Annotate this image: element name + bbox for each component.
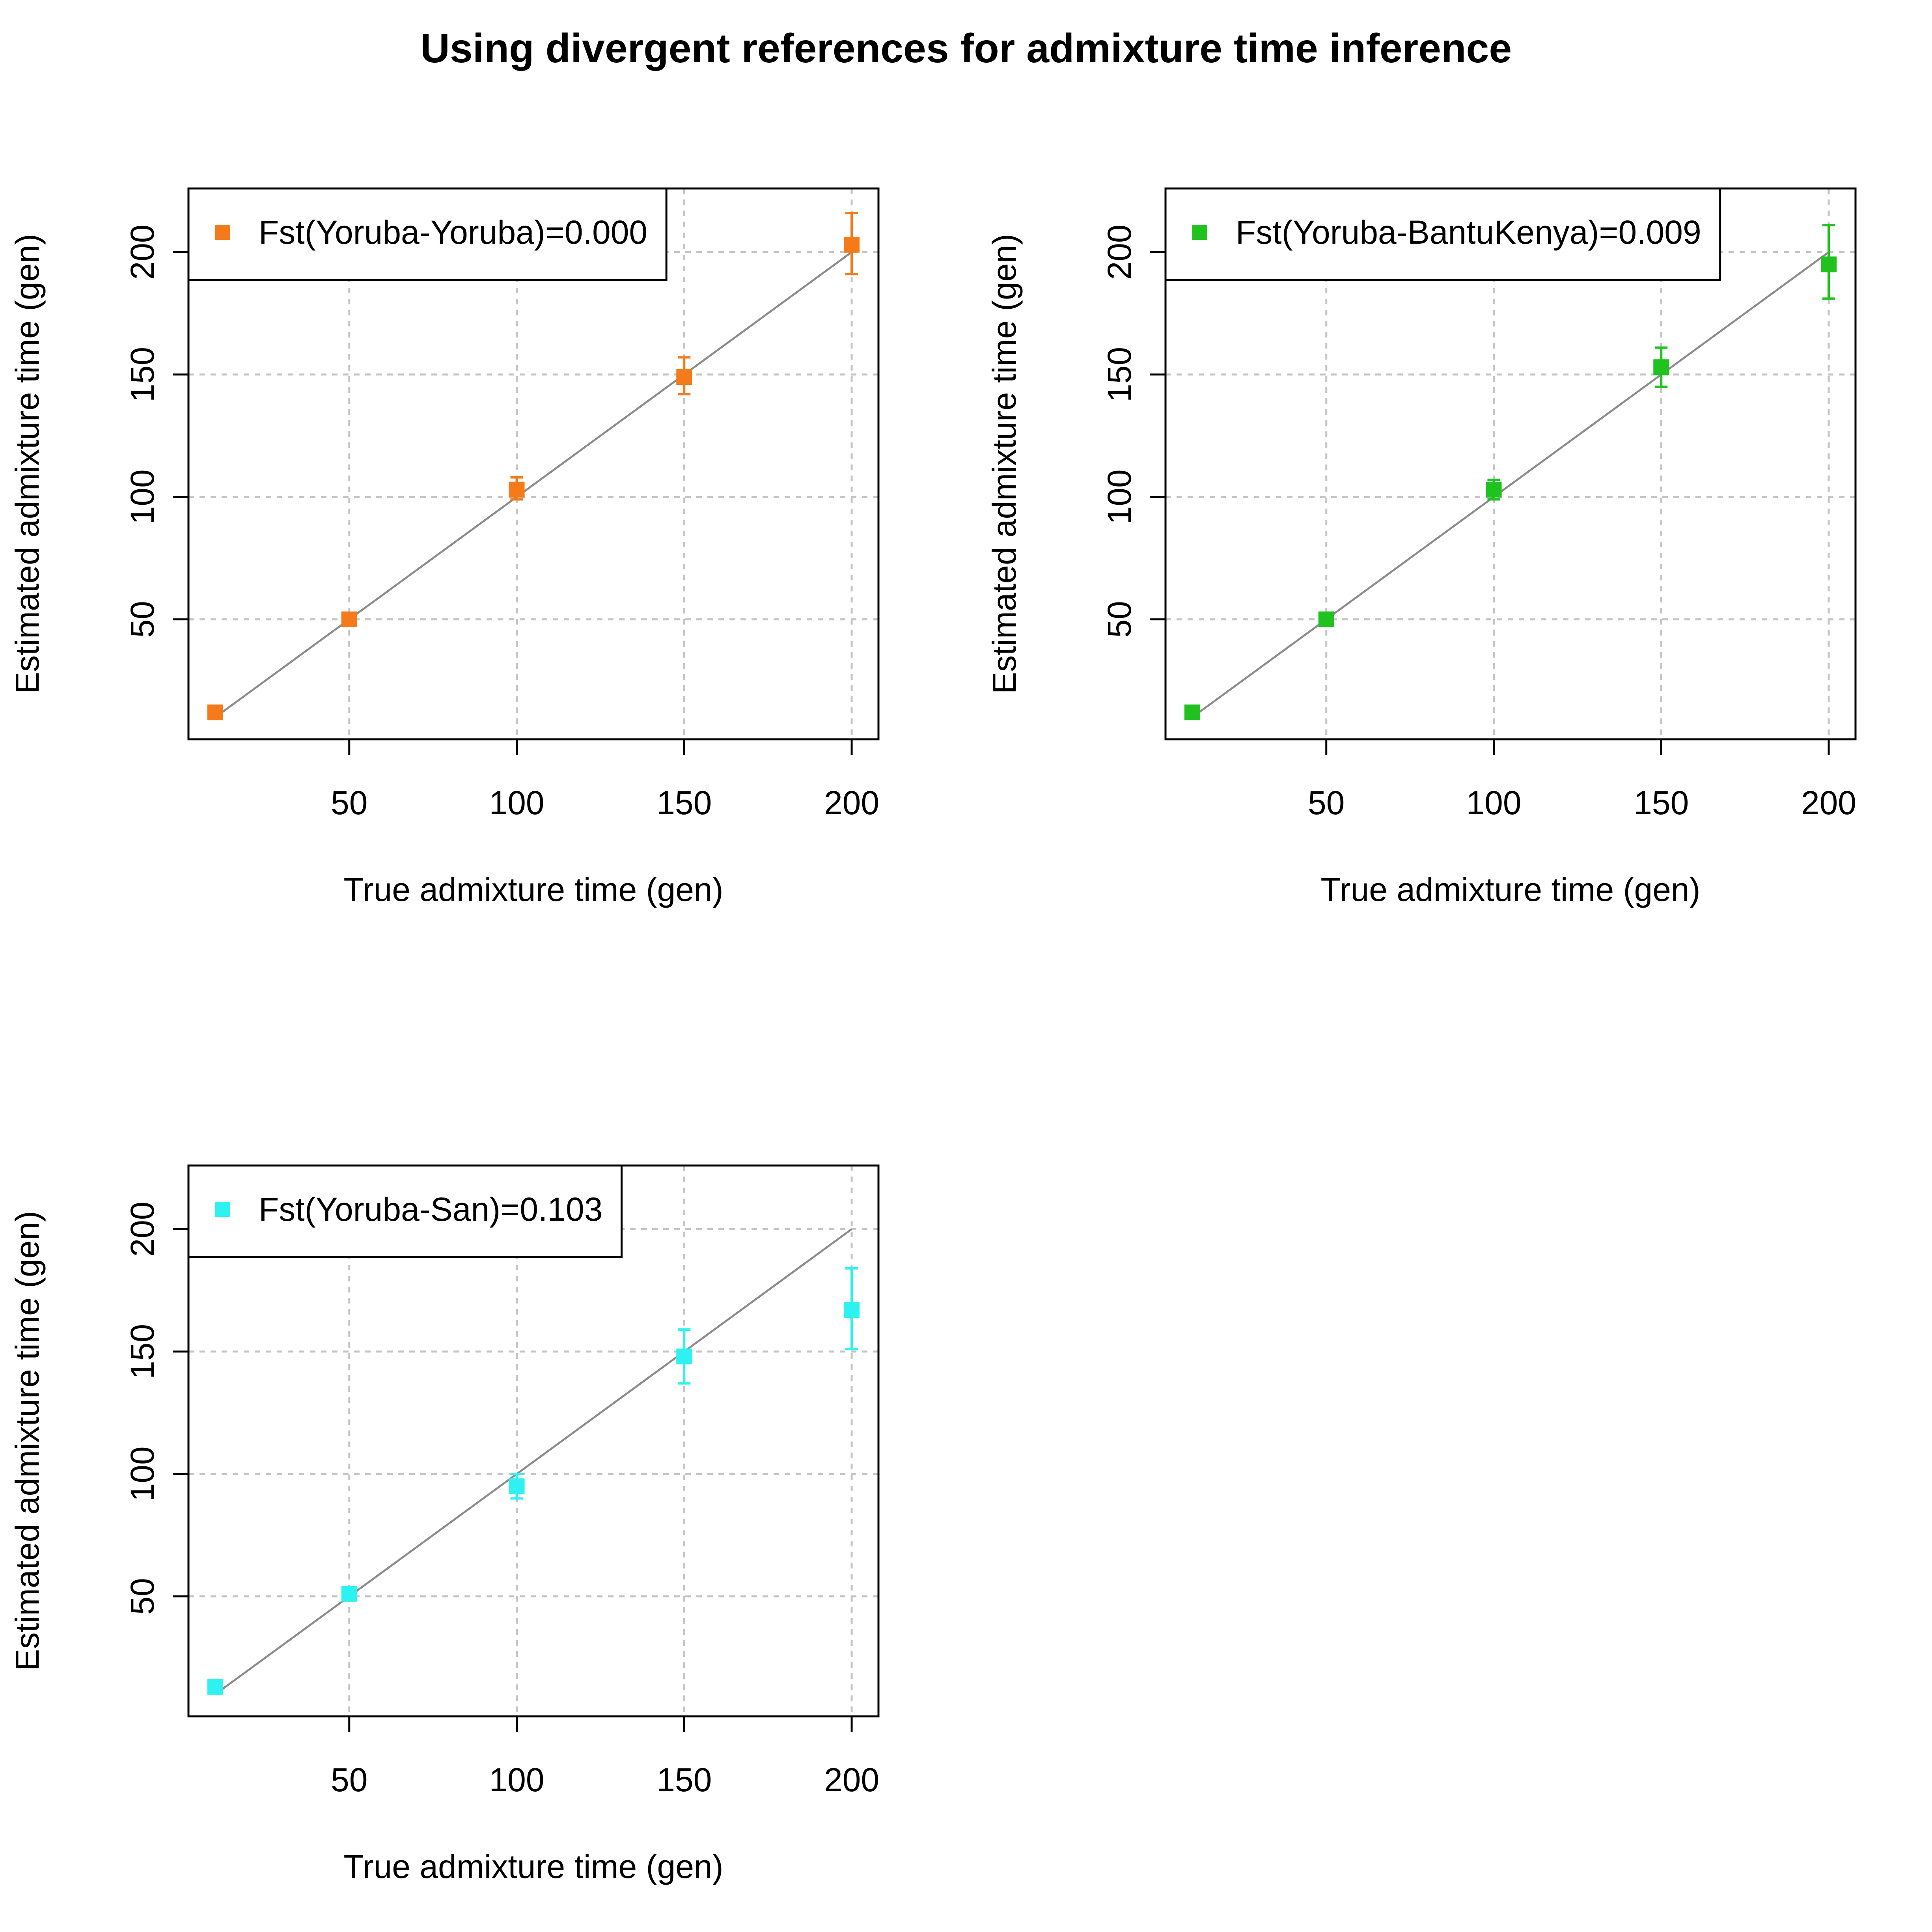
- y-tick-label: 200: [124, 1201, 161, 1257]
- reference-line: [214, 251, 852, 718]
- x-tick-label: 100: [489, 784, 544, 821]
- y-tick-label: 50: [124, 601, 161, 638]
- data-point: [1318, 611, 1334, 627]
- legend: Fst(Yoruba-Yoruba)=0.000: [187, 187, 668, 281]
- y-tick-label: 200: [1101, 224, 1138, 280]
- data-point: [509, 1478, 525, 1494]
- x-tick-label: 200: [1801, 784, 1856, 821]
- y-axis-label: Estimated admixture time (gen): [9, 1211, 46, 1671]
- y-tick-label: 100: [1101, 469, 1138, 524]
- data-point: [1821, 256, 1837, 272]
- legend: Fst(Yoruba-BantuKenya)=0.009: [1164, 187, 1721, 281]
- x-axis-label: True admixture time (gen): [343, 1848, 723, 1885]
- data-point: [1184, 704, 1200, 720]
- legend-marker: [215, 225, 230, 240]
- data-point: [1486, 481, 1502, 498]
- y-tick-label: 150: [124, 1324, 161, 1379]
- x-tick-label: 150: [1634, 784, 1689, 821]
- plot-frame: [1164, 187, 1857, 740]
- data-point: [1653, 359, 1669, 375]
- panels: Fst(Yoruba-Yoruba)=0.000 50 100 150 200 50 100…: [9, 187, 1857, 1885]
- reference-line: [1192, 251, 1829, 718]
- legend-box: [187, 187, 668, 281]
- y-axis-label: Estimated admixture time (gen): [9, 234, 46, 694]
- data-point: [676, 369, 692, 385]
- x-tick-label: 200: [824, 1761, 879, 1798]
- y-tick-label: 150: [1101, 347, 1138, 402]
- data-point: [509, 481, 525, 498]
- x-tick-label: 50: [331, 1761, 367, 1798]
- legend-box: [1164, 187, 1721, 281]
- plot-panel: Fst(Yoruba-Yoruba)=0.000 50 100 150 200 50 100…: [9, 187, 880, 908]
- x-tick-label: 150: [656, 1761, 712, 1798]
- x-tick-label: 50: [331, 784, 367, 821]
- y-tick-label: 100: [124, 469, 161, 524]
- data-point: [207, 1679, 223, 1695]
- plot-frame: [187, 187, 880, 740]
- y-tick-label: 50: [1101, 601, 1138, 638]
- x-tick-label: 150: [656, 784, 712, 821]
- y-tick-label: 200: [124, 224, 161, 280]
- legend-box: [187, 1164, 623, 1258]
- legend-label: Fst(Yoruba-BantuKenya)=0.009: [1236, 214, 1701, 251]
- data-point: [844, 237, 860, 253]
- legend: Fst(Yoruba-San)=0.103: [187, 1164, 623, 1258]
- y-tick-label: 150: [124, 347, 161, 402]
- y-tick-label: 100: [124, 1446, 161, 1501]
- legend-marker: [1192, 225, 1207, 240]
- figure-title: Using divergent references for admixture…: [420, 26, 1512, 71]
- x-axis-label: True admixture time (gen): [1320, 871, 1700, 908]
- x-tick-label: 50: [1308, 784, 1345, 821]
- plot-frame: [187, 1164, 880, 1718]
- data-point: [207, 704, 223, 720]
- x-tick-label: 200: [824, 784, 879, 821]
- data-point: [341, 1586, 357, 1602]
- legend-marker: [215, 1202, 230, 1217]
- y-tick-label: 50: [124, 1578, 161, 1615]
- x-tick-label: 100: [489, 1761, 544, 1798]
- legend-label: Fst(Yoruba-San)=0.103: [259, 1191, 602, 1228]
- plot-panel: Fst(Yoruba-San)=0.103 50 100 150 200 50 100 150…: [9, 1164, 880, 1885]
- data-point: [844, 1302, 860, 1318]
- data-point: [676, 1348, 692, 1365]
- x-axis-label: True admixture time (gen): [343, 871, 723, 908]
- plot-panel: Fst(Yoruba-BantuKenya)=0.009 50 100 150 200 5…: [986, 187, 1857, 908]
- legend-label: Fst(Yoruba-Yoruba)=0.000: [259, 214, 647, 251]
- data-point: [341, 611, 357, 627]
- y-axis-label: Estimated admixture time (gen): [986, 234, 1023, 694]
- x-tick-label: 100: [1466, 784, 1521, 821]
- reference-line: [214, 1228, 852, 1695]
